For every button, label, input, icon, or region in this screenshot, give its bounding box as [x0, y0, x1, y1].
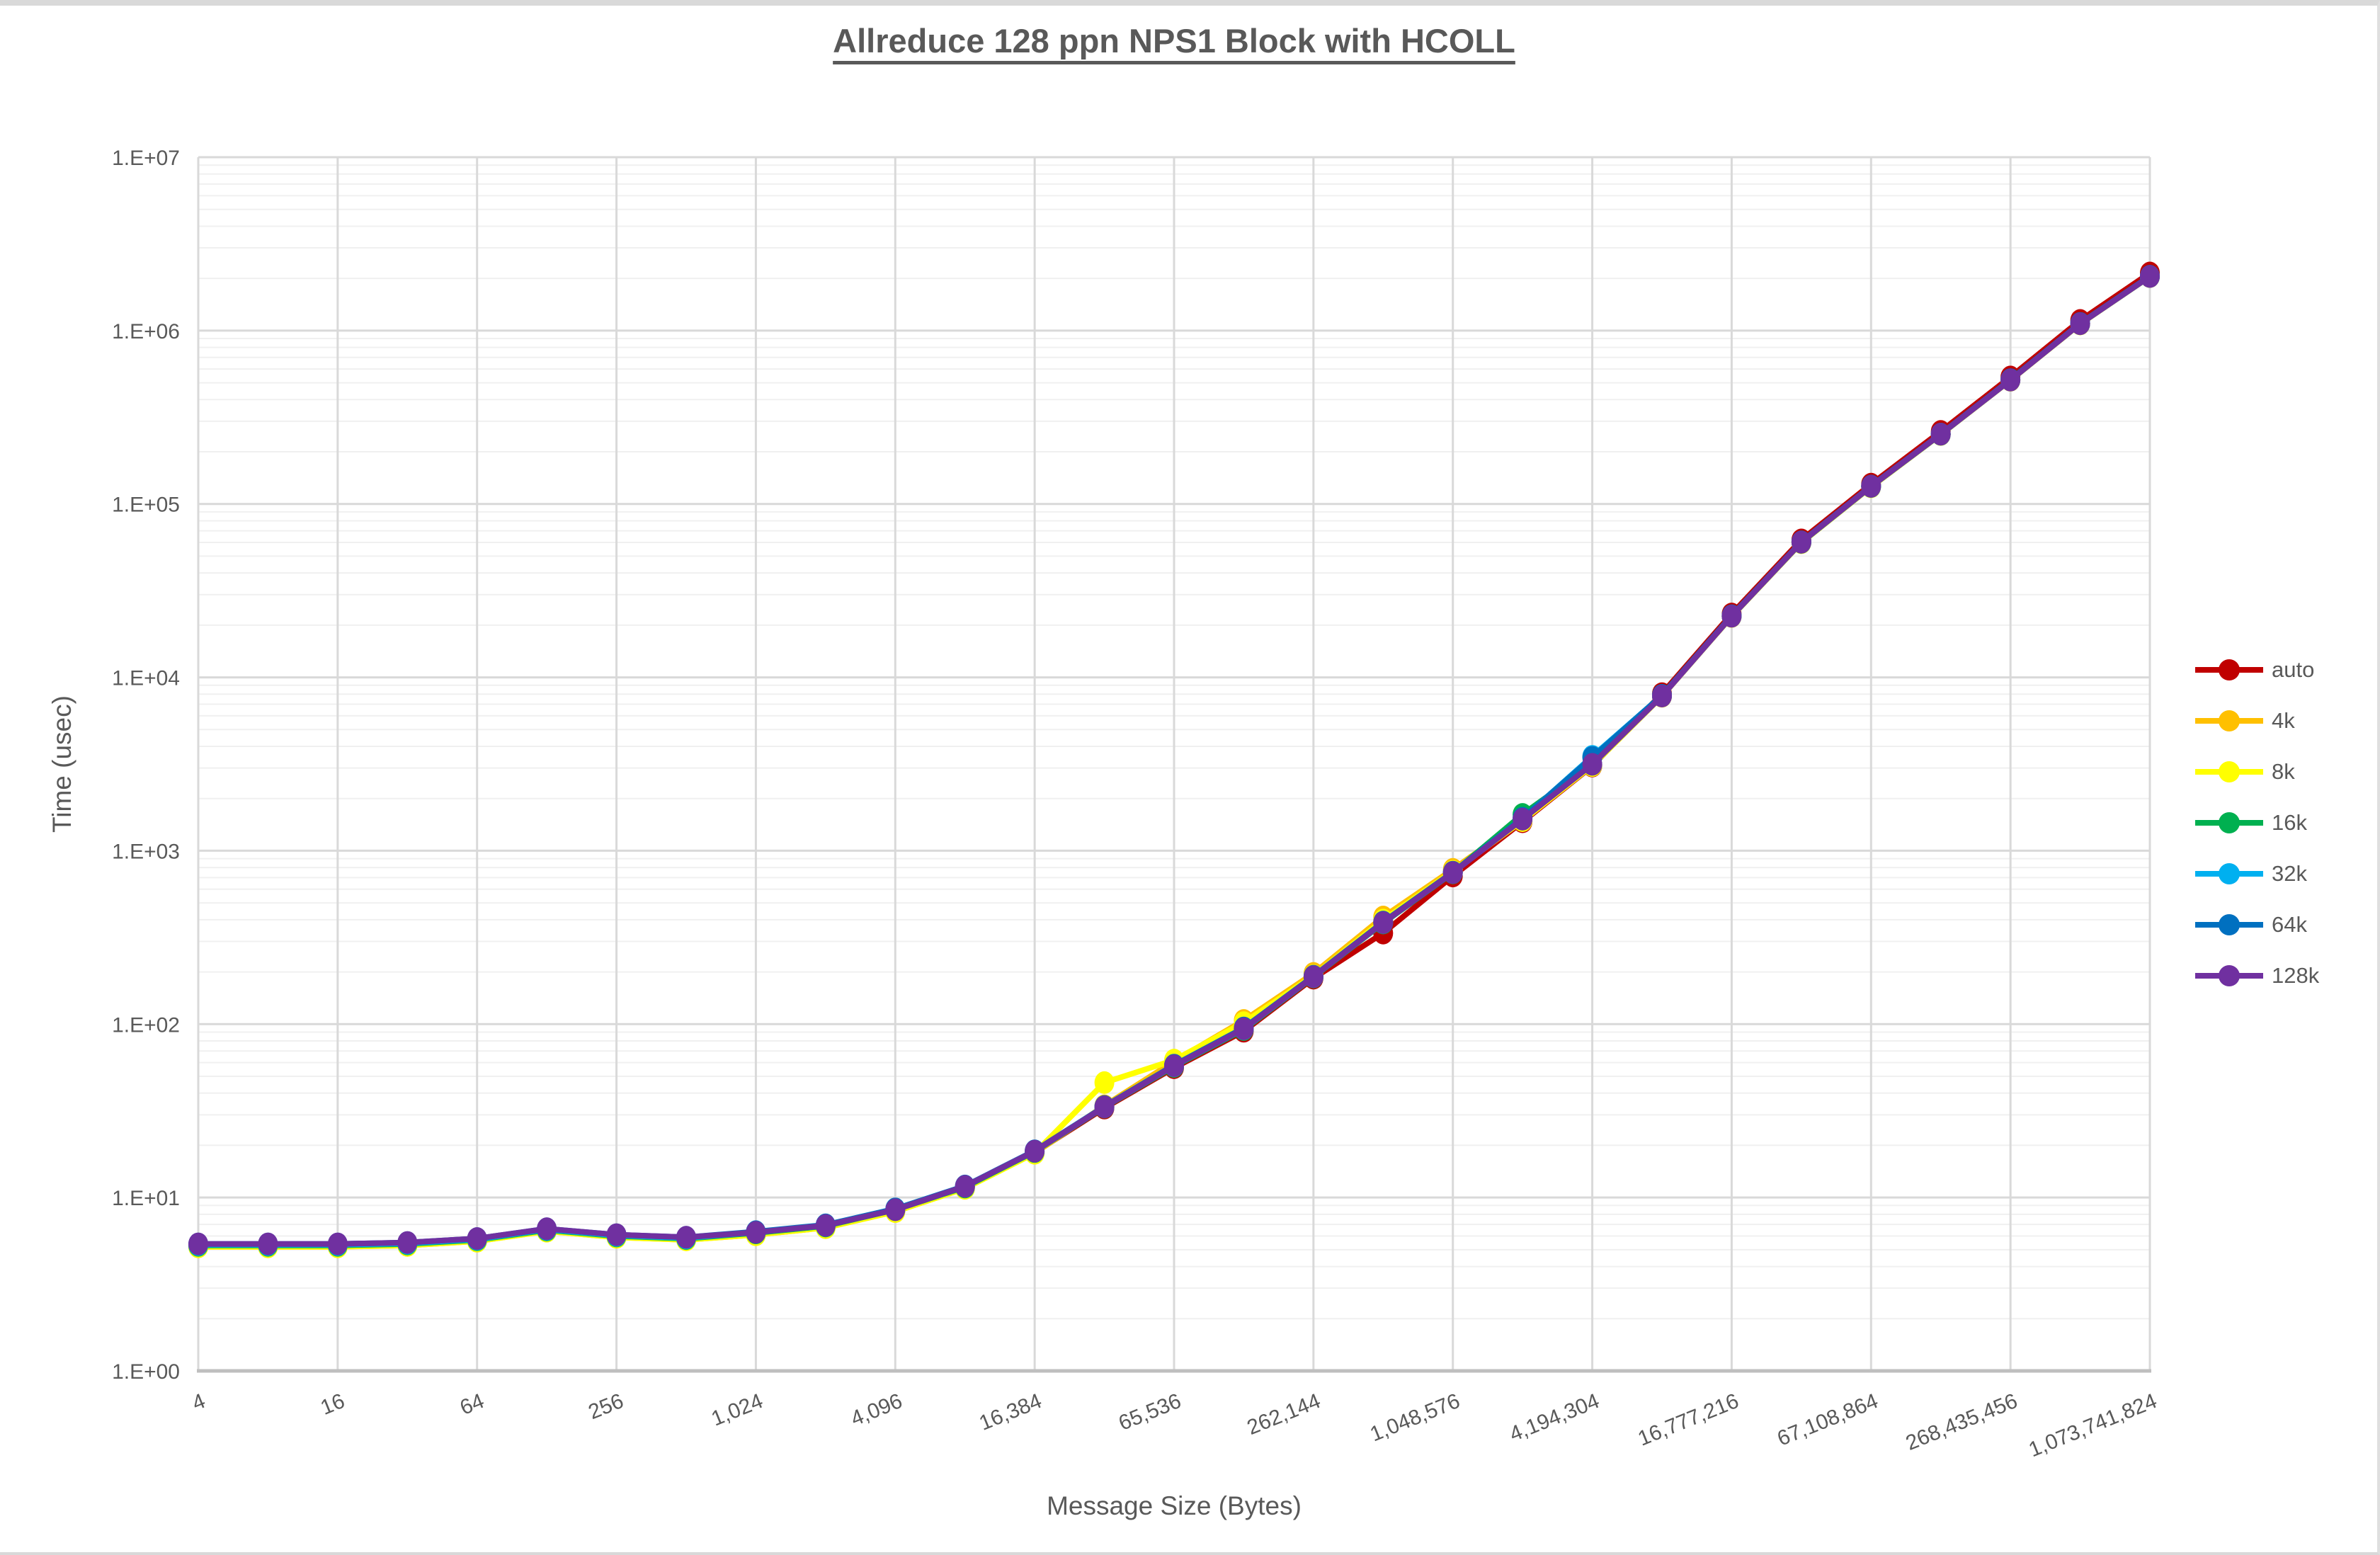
series-marker-128k[interactable]: [2140, 265, 2160, 288]
x-tick-label: 67,108,864: [1774, 1389, 1881, 1451]
legend-marker-32k: [2195, 863, 2263, 884]
x-tick-label: 16: [317, 1389, 348, 1420]
series-marker-128k[interactable]: [746, 1221, 766, 1244]
series-marker-128k[interactable]: [1930, 423, 1951, 446]
series-marker-128k[interactable]: [537, 1217, 557, 1241]
legend-item-32k[interactable]: 32k: [2194, 848, 2376, 899]
legend-item-16k[interactable]: 16k: [2194, 797, 2376, 848]
legend-item-auto[interactable]: auto: [2194, 644, 2376, 695]
series-marker-8k[interactable]: [1094, 1071, 1115, 1094]
legend-marker-16k: [2195, 812, 2263, 833]
series-marker-128k[interactable]: [1234, 1017, 1254, 1040]
y-tick-label: 1.E+00: [112, 1360, 180, 1384]
series-marker-128k[interactable]: [1303, 965, 1323, 989]
series-marker-128k[interactable]: [885, 1198, 906, 1221]
series-marker-128k[interactable]: [1652, 685, 1672, 707]
legend-marker-auto: [2195, 659, 2263, 680]
legend-item-64k[interactable]: 64k: [2194, 899, 2376, 950]
series-marker-128k[interactable]: [1094, 1095, 1115, 1119]
x-tick-label: 1,048,576: [1367, 1389, 1463, 1447]
y-axis-title: Time (usec): [47, 695, 76, 833]
y-tick-label: 1.E+01: [112, 1187, 180, 1210]
x-tick-label: 256: [585, 1389, 627, 1424]
series-marker-128k[interactable]: [258, 1232, 278, 1255]
legend-marker-64k: [2195, 914, 2263, 935]
x-tick-label: 16,777,216: [1634, 1389, 1742, 1451]
legend-label-8k: 8k: [2272, 759, 2295, 784]
chart-title: Allreduce 128 ppn NPS1 Block with HCOLL: [198, 21, 2150, 60]
series-marker-128k[interactable]: [1582, 753, 1602, 776]
series-marker-128k[interactable]: [467, 1227, 487, 1251]
x-tick-label: 1,024: [708, 1389, 766, 1431]
y-tick-label: 1.E+07: [112, 147, 180, 170]
legend-label-64k: 64k: [2272, 912, 2307, 937]
series-marker-128k[interactable]: [1513, 807, 1533, 831]
legend-label-4k: 4k: [2272, 708, 2295, 733]
y-tick-label: 1.E+04: [112, 667, 180, 690]
x-tick-label: 262,144: [1244, 1389, 1324, 1440]
series-marker-128k[interactable]: [2070, 312, 2090, 336]
y-tick-label: 1.E+02: [112, 1013, 180, 1037]
plot-area: 1.E+00 1.E+01 1.E+02 1.E+03 1.E+04 1.E+05 1.E+…: [112, 147, 2160, 1462]
legend: auto 4k 8k 16k 32k 64k 128k: [2194, 644, 2376, 1001]
x-tick-label: 268,435,456: [1903, 1389, 2021, 1455]
x-tick-label: 1,073,741,824: [2025, 1389, 2160, 1462]
series-marker-128k[interactable]: [397, 1231, 418, 1254]
series-marker-128k[interactable]: [815, 1214, 836, 1237]
legend-item-128k[interactable]: 128k: [2194, 950, 2376, 1001]
series-marker-128k[interactable]: [188, 1232, 208, 1255]
series-marker-128k[interactable]: [606, 1223, 627, 1246]
series-marker-128k[interactable]: [327, 1232, 348, 1255]
series-marker-128k[interactable]: [955, 1175, 975, 1198]
legend-marker-8k: [2195, 761, 2263, 782]
series-marker-128k[interactable]: [1861, 474, 1881, 498]
legend-item-4k[interactable]: 4k: [2194, 695, 2376, 746]
series-marker-128k[interactable]: [1164, 1054, 1184, 1078]
x-tick-label: 4,194,304: [1506, 1389, 1602, 1447]
legend-label-16k: 16k: [2272, 810, 2307, 835]
legend-label-128k: 128k: [2272, 963, 2320, 988]
legend-label-32k: 32k: [2272, 861, 2307, 886]
series-marker-128k[interactable]: [1721, 605, 1742, 628]
legend-marker-4k: [2195, 710, 2263, 731]
legend-label-auto: auto: [2272, 657, 2315, 682]
x-tick-label: 64: [457, 1389, 487, 1420]
chart-title-text: Allreduce 128 ppn NPS1 Block with HCOLL: [833, 22, 1515, 59]
legend-marker-128k: [2195, 965, 2263, 986]
x-tick-label: 4,096: [848, 1389, 906, 1431]
series-marker-128k[interactable]: [1442, 861, 1463, 884]
series-marker-128k[interactable]: [2000, 368, 2021, 392]
x-tick-label: 65,536: [1115, 1389, 1184, 1435]
legend-item-8k[interactable]: 8k: [2194, 746, 2376, 797]
series-marker-128k[interactable]: [676, 1226, 696, 1249]
series-marker-128k[interactable]: [1025, 1139, 1045, 1163]
series-marker-128k[interactable]: [1791, 530, 1811, 554]
y-tick-label: 1.E+05: [112, 494, 180, 517]
y-tick-label: 1.E+03: [112, 840, 180, 863]
y-tick-label: 1.E+06: [112, 320, 180, 343]
x-tick-label: 16,384: [976, 1389, 1044, 1435]
series-marker-128k[interactable]: [1373, 911, 1394, 934]
x-axis-title: Message Size (Bytes): [1047, 1491, 1302, 1520]
x-tick-label: 4: [189, 1389, 209, 1416]
